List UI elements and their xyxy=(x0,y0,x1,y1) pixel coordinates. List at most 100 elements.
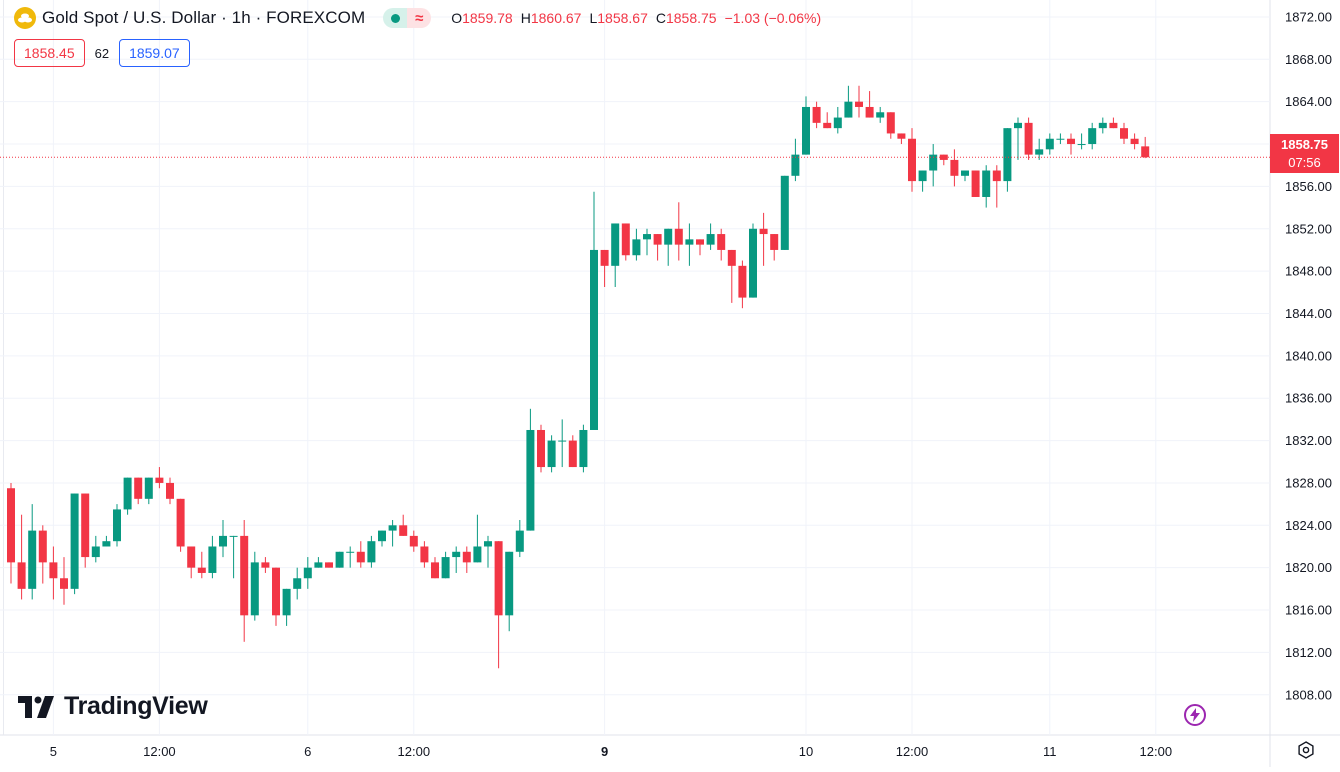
data-delay-icon[interactable]: ≈ xyxy=(407,8,432,28)
candle[interactable] xyxy=(759,212,768,266)
candle[interactable] xyxy=(17,514,26,600)
candle[interactable] xyxy=(1003,128,1012,192)
candle[interactable] xyxy=(293,567,302,600)
candle[interactable] xyxy=(600,249,609,288)
candle[interactable] xyxy=(1077,133,1086,150)
candle[interactable] xyxy=(261,557,270,573)
candle[interactable] xyxy=(60,557,68,605)
candle[interactable] xyxy=(367,535,376,568)
candle[interactable] xyxy=(833,106,842,134)
candle[interactable] xyxy=(1109,117,1118,129)
candle[interactable] xyxy=(272,567,280,626)
candle[interactable] xyxy=(1035,138,1044,160)
candle[interactable] xyxy=(770,234,779,261)
candle[interactable] xyxy=(611,223,620,288)
candle[interactable] xyxy=(643,228,651,256)
candle[interactable] xyxy=(844,85,853,118)
candle[interactable] xyxy=(812,101,821,129)
candle[interactable] xyxy=(876,106,885,123)
buy-price-button[interactable]: 1859.07 xyxy=(119,39,190,67)
candle[interactable] xyxy=(579,424,588,473)
candle[interactable] xyxy=(961,170,969,182)
candle[interactable] xyxy=(929,144,938,187)
candle[interactable] xyxy=(939,154,948,166)
candle[interactable] xyxy=(982,165,991,208)
candle[interactable] xyxy=(91,535,100,563)
candle[interactable] xyxy=(378,530,386,547)
candle[interactable] xyxy=(918,170,927,192)
candle[interactable] xyxy=(908,128,916,192)
candle[interactable] xyxy=(123,477,132,515)
chart-settings-icon[interactable] xyxy=(1297,741,1315,759)
candle[interactable] xyxy=(950,149,959,187)
candle[interactable] xyxy=(802,96,810,155)
candle[interactable] xyxy=(780,175,789,250)
candle[interactable] xyxy=(229,535,238,579)
candle[interactable] xyxy=(727,249,736,303)
candle[interactable] xyxy=(674,202,683,261)
candle[interactable] xyxy=(568,435,577,468)
candle[interactable] xyxy=(1120,122,1128,145)
candle[interactable] xyxy=(685,223,694,266)
tradingview-logo[interactable]: TradingView xyxy=(18,692,208,721)
candle[interactable] xyxy=(537,424,545,473)
candle[interactable] xyxy=(823,112,832,129)
candle[interactable] xyxy=(399,514,408,536)
candle[interactable] xyxy=(749,223,757,298)
candle[interactable] xyxy=(1024,117,1033,160)
candle[interactable] xyxy=(356,541,365,568)
candle[interactable] xyxy=(738,260,747,309)
candle[interactable] xyxy=(1130,133,1139,150)
candle[interactable] xyxy=(484,535,492,568)
candle[interactable] xyxy=(409,530,418,552)
candle[interactable] xyxy=(505,551,514,632)
candle[interactable] xyxy=(81,493,90,568)
candle[interactable] xyxy=(1067,133,1075,155)
candle[interactable] xyxy=(1045,133,1054,155)
market-status-pill[interactable]: ≈ xyxy=(383,8,432,28)
candle[interactable] xyxy=(441,551,450,579)
candle[interactable] xyxy=(547,435,556,473)
candle[interactable] xyxy=(144,477,153,505)
candle[interactable] xyxy=(208,535,217,579)
candle[interactable] xyxy=(282,588,291,626)
candle[interactable] xyxy=(1141,136,1150,159)
candle[interactable] xyxy=(102,535,111,547)
candle[interactable] xyxy=(515,520,524,558)
candle[interactable] xyxy=(49,546,58,600)
candle[interactable] xyxy=(303,557,312,589)
candle[interactable] xyxy=(653,234,662,261)
candle[interactable] xyxy=(494,541,503,669)
lightning-bolt-icon[interactable] xyxy=(1184,704,1206,726)
candle[interactable] xyxy=(335,551,344,568)
candle[interactable] xyxy=(431,557,439,579)
candle[interactable] xyxy=(526,408,535,531)
candle[interactable] xyxy=(166,477,174,505)
candle[interactable] xyxy=(632,228,641,261)
candle[interactable] xyxy=(388,520,397,547)
candle[interactable] xyxy=(706,223,715,250)
candle[interactable] xyxy=(621,223,630,261)
candle[interactable] xyxy=(897,133,906,145)
candle[interactable] xyxy=(240,520,249,642)
candle[interactable] xyxy=(325,562,333,568)
candle[interactable] xyxy=(462,546,471,573)
candle[interactable] xyxy=(717,228,726,261)
market-open-icon[interactable] xyxy=(383,8,408,28)
candle[interactable] xyxy=(664,228,673,266)
candle[interactable] xyxy=(1098,117,1107,134)
candle[interactable] xyxy=(7,482,15,584)
candle[interactable] xyxy=(992,165,1001,208)
candle[interactable] xyxy=(113,504,121,547)
gold-coins-icon[interactable] xyxy=(14,7,36,29)
candle[interactable] xyxy=(452,546,461,573)
candle[interactable] xyxy=(420,541,429,568)
candle[interactable] xyxy=(176,498,185,552)
candle[interactable] xyxy=(314,557,323,568)
sell-price-button[interactable]: 1858.45 xyxy=(14,39,85,67)
candle[interactable] xyxy=(865,91,874,118)
candle[interactable] xyxy=(187,546,196,579)
candle[interactable] xyxy=(28,504,37,600)
